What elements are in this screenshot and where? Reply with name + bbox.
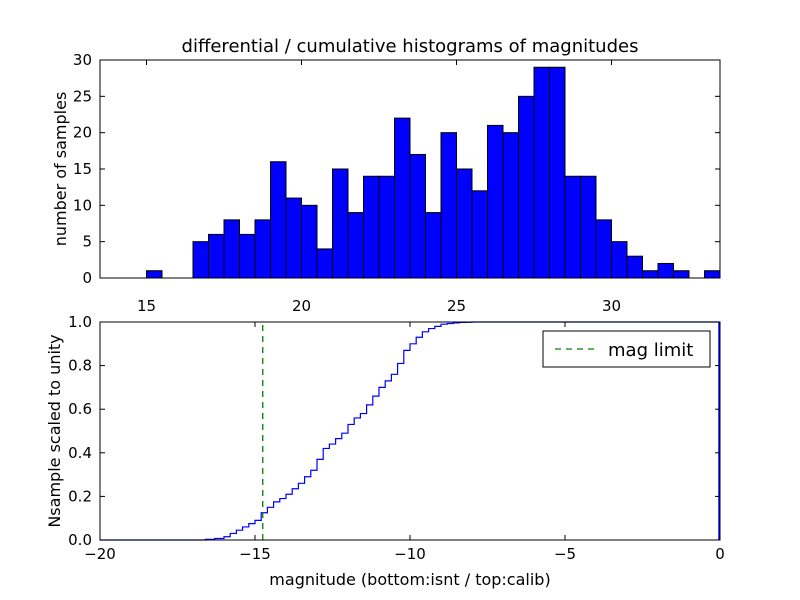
histogram-bar xyxy=(347,212,364,279)
chart-title: differential / cumulative histograms of … xyxy=(182,36,639,57)
histogram-bar xyxy=(239,233,256,279)
cumulative-y-ticks: 0.0 0.2 0.4 0.6 0.8 1.0 xyxy=(68,313,720,549)
legend: mag limit xyxy=(542,330,711,368)
histogram-bar xyxy=(471,190,488,279)
cumulative-frame xyxy=(99,321,721,541)
histogram-bar xyxy=(533,66,550,279)
histogram-bar xyxy=(657,262,674,279)
histogram-bars xyxy=(146,66,721,279)
cumulative-lines xyxy=(100,321,720,541)
histogram-bar xyxy=(564,175,581,279)
histogram-bar xyxy=(363,175,380,279)
y-tick-label: 20 xyxy=(73,124,92,142)
histogram-bar xyxy=(704,270,721,279)
x-tick-label: 15 xyxy=(137,297,156,315)
histogram-bar xyxy=(611,241,628,279)
y-tick-label: 5 xyxy=(82,233,92,251)
x-tick-label: −5 xyxy=(554,545,576,563)
x-tick-label: 25 xyxy=(447,297,466,315)
x-tick-label: −20 xyxy=(84,545,116,563)
histogram-bar xyxy=(518,95,535,279)
histogram-x-ticks: 15 20 25 30 xyxy=(137,60,621,315)
histogram-bar xyxy=(301,204,318,279)
histogram-bar xyxy=(378,175,395,279)
cumulative-panel: 0.0 0.2 0.4 0.6 0.8 1.0 −20 −15 −10 −5 0 magnitud… xyxy=(45,313,725,589)
histogram-bar xyxy=(192,241,209,279)
histogram-bar xyxy=(223,219,240,279)
y-tick-label: 10 xyxy=(73,196,92,214)
histogram-bar xyxy=(270,161,287,279)
cumulative-x-ticks: −20 −15 −10 −5 0 xyxy=(84,322,725,563)
histogram-frame xyxy=(99,59,721,279)
y-tick-label: 0.0 xyxy=(68,531,92,549)
histogram-bar xyxy=(254,219,271,279)
x-tick-label: 0 xyxy=(715,545,725,563)
histogram-y-label: number of samples xyxy=(51,92,70,247)
histogram-bar xyxy=(456,168,473,279)
histogram-bar xyxy=(487,124,504,279)
y-tick-label: 30 xyxy=(73,51,92,69)
histogram-bar xyxy=(394,117,411,279)
histogram-bar xyxy=(502,132,519,279)
cumulative-y-label: Nsample scaled to unity xyxy=(45,334,64,527)
y-tick-label: 0.2 xyxy=(68,487,92,505)
y-tick-label: 25 xyxy=(73,87,92,105)
x-tick-label: 30 xyxy=(602,297,621,315)
histogram-bar xyxy=(626,255,643,279)
histogram-bar xyxy=(285,197,302,279)
y-tick-label: 1.0 xyxy=(68,313,92,331)
histogram-bar xyxy=(549,66,566,279)
histogram-panel: differential / cumulative histograms of … xyxy=(51,36,721,315)
cumulative-x-label: magnitude (bottom:isnt / top:calib) xyxy=(269,570,550,589)
x-tick-label: 20 xyxy=(292,297,311,315)
histogram-bar xyxy=(146,270,163,279)
cumulative-step-line xyxy=(100,321,719,541)
y-tick-label: 15 xyxy=(73,160,92,178)
histogram-bar xyxy=(425,212,442,279)
histogram-bar xyxy=(595,219,612,279)
histogram-bar xyxy=(332,168,349,279)
histogram-bar xyxy=(440,132,457,279)
histogram-bar xyxy=(642,270,659,279)
histogram-bar xyxy=(580,175,597,279)
legend-label-mag-limit: mag limit xyxy=(608,340,693,361)
y-tick-label: 0.4 xyxy=(68,444,92,462)
x-tick-label: −15 xyxy=(239,545,271,563)
histogram-bar xyxy=(673,270,690,279)
x-tick-label: −10 xyxy=(394,545,426,563)
histogram-bar xyxy=(316,248,333,279)
y-tick-label: 0.6 xyxy=(68,400,92,418)
y-tick-label: 0.8 xyxy=(68,357,92,375)
histogram-bar xyxy=(208,233,225,279)
histogram-bar xyxy=(409,153,426,279)
y-tick-label: 0 xyxy=(82,269,92,287)
